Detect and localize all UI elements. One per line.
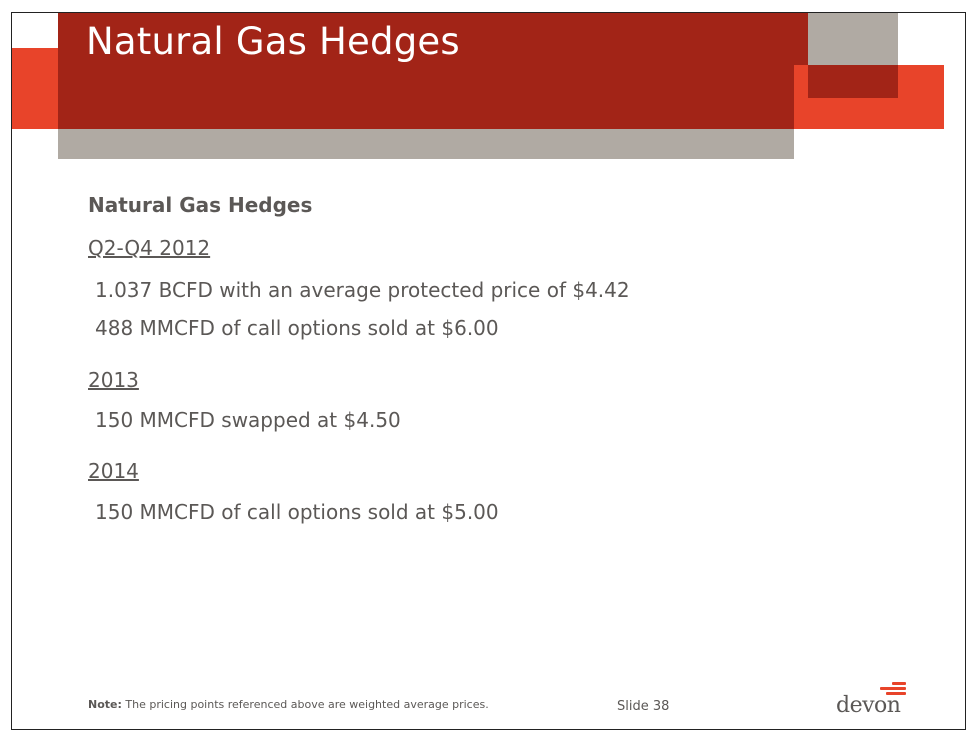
footer-note-label: Note:	[88, 698, 122, 711]
header-gray-bar	[58, 129, 794, 159]
header-banner	[58, 13, 898, 129]
section-label-2014: 2014	[88, 459, 139, 483]
header-accent-gray	[808, 13, 898, 65]
header-accent-dark-strip	[808, 65, 898, 98]
section-label-q2-q4-2012: Q2-Q4 2012	[88, 236, 211, 260]
logo-bar-icon	[886, 692, 906, 695]
list-item: 150 MMCFD of call options sold at $5.00	[95, 500, 499, 524]
section-label-2013: 2013	[88, 368, 139, 392]
list-item: 1.037 BCFD with an average protected pri…	[95, 278, 630, 302]
devon-logo: devon	[836, 682, 916, 722]
list-item: 150 MMCFD swapped at $4.50	[95, 408, 401, 432]
footer-note-text: The pricing points referenced above are …	[121, 698, 489, 711]
logo-bar-icon	[880, 687, 906, 690]
slide-title: Natural Gas Hedges	[86, 20, 460, 63]
content-subheading: Natural Gas Hedges	[88, 193, 313, 217]
footer-note: Note: The pricing points referenced abov…	[88, 698, 489, 711]
logo-wordmark: devon	[836, 693, 901, 718]
list-item: 488 MMCFD of call options sold at $6.00	[95, 316, 499, 340]
logo-bar-icon	[892, 682, 906, 685]
header-accent-left	[12, 48, 58, 129]
slide-number: Slide 38	[617, 699, 670, 714]
